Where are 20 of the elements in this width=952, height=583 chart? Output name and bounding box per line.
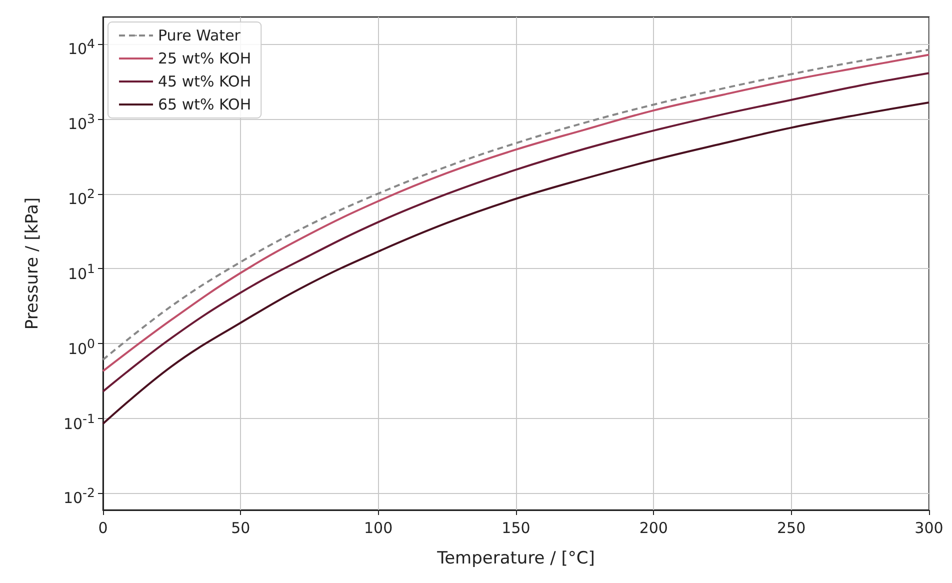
x-tick-label: 150	[500, 518, 532, 538]
x-tick-label: 100	[363, 518, 394, 538]
y-tick-label: 10$^{4}$	[68, 35, 95, 58]
x-tick-label: 0	[97, 518, 109, 538]
y-tick-label: 10$^{2}$	[68, 184, 95, 208]
y-tick-label: 10$^{-1}$	[63, 410, 95, 432]
y-tick-label: 10$^{3}$	[68, 110, 95, 133]
legend-label: 65 wt% KOH	[158, 96, 252, 114]
x-tick-label: 200	[638, 518, 669, 538]
y-tick-label: 10$^{1}$	[68, 260, 95, 283]
x-tick-label: 50	[230, 518, 252, 538]
y-axis-title: Pressure / [kPa]	[22, 197, 42, 330]
x-tick-label: 250	[776, 518, 807, 538]
y-tick-label: 10$^{-2}$	[63, 484, 95, 508]
y-tick-label: 10$^{0}$	[68, 334, 95, 358]
legend-label: 25 wt% KOH	[158, 50, 252, 68]
legend-label: 45 wt% KOH	[158, 72, 252, 90]
x-axis-title: Temperature / [°C]	[436, 548, 595, 568]
x-tick-label: 300	[914, 518, 944, 538]
legend-label: Pure Water	[158, 26, 242, 44]
